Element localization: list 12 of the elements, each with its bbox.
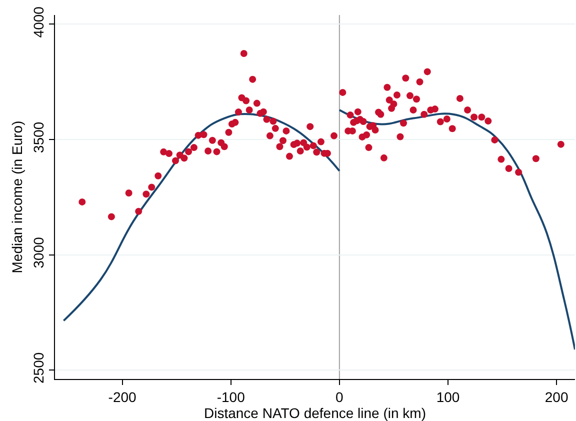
line-series xyxy=(338,108,575,350)
x-tick-label: 200 xyxy=(544,388,568,405)
x-axis-title: Distance NATO defence line (in km) xyxy=(204,404,426,421)
y-tick-label: 4000 xyxy=(30,6,46,38)
x-tick-label: -100 xyxy=(216,388,246,405)
y-axis-title: Median income (in Euro) xyxy=(9,120,25,274)
y-tick-label: 2500 xyxy=(30,352,46,384)
y-tick-label: 3500 xyxy=(30,122,46,153)
y-tick-label: 3000 xyxy=(30,236,46,268)
x-tick-label: 0 xyxy=(336,388,344,405)
x-tick-label: -200 xyxy=(108,388,137,405)
x-tick-label: 100 xyxy=(436,388,460,405)
